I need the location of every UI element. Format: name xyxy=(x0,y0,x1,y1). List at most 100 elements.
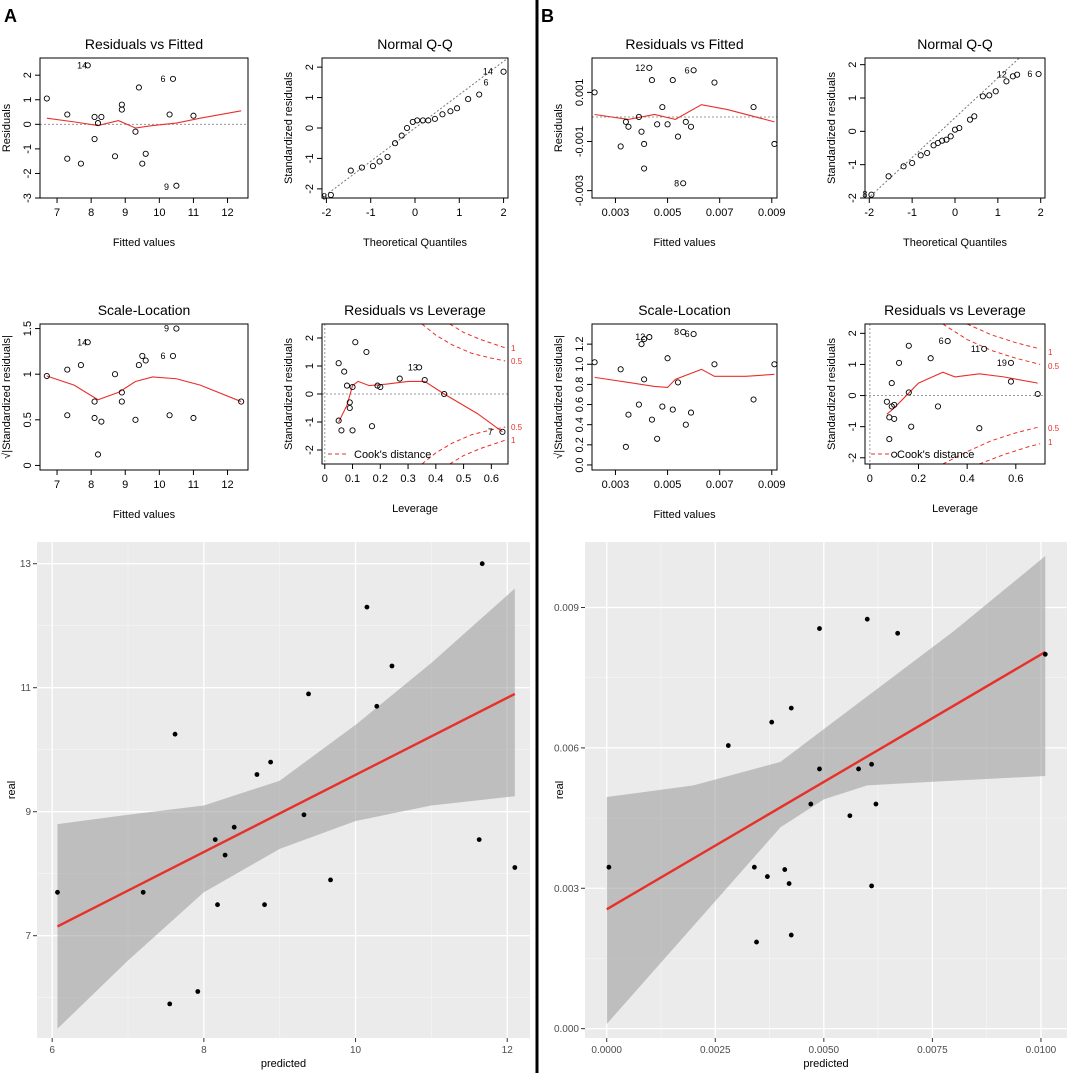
panel-b-letter: B xyxy=(541,6,554,26)
y-tick-label: 0 xyxy=(304,125,316,131)
data-point xyxy=(441,390,448,398)
x-tick-label: 0.007 xyxy=(706,207,734,219)
x-tick-label: 0.1 xyxy=(345,473,360,485)
data-point xyxy=(917,152,924,159)
x-axis-label: Fitted values xyxy=(113,509,176,521)
x-tick-label: 0 xyxy=(952,207,958,219)
data-point xyxy=(896,359,903,366)
x-tick-label: 0.6 xyxy=(1008,473,1023,485)
x-tick-label: 9 xyxy=(122,207,128,219)
data-point xyxy=(231,824,237,830)
y-tick-label: 1 xyxy=(847,361,859,367)
data-point xyxy=(64,155,71,162)
y-tick-label: 0.001 xyxy=(574,79,586,107)
y-tick-label: 0.5 xyxy=(22,412,34,427)
data-point xyxy=(341,368,348,375)
plot-title: Residuals vs Leverage xyxy=(884,302,1026,318)
data-point xyxy=(674,379,682,386)
plot-A_rvl: Residuals vs Leverage 13 7 1 0.5 0.5 1 Cook's d… xyxy=(283,302,523,515)
y-tick-label: -1 xyxy=(847,160,859,170)
x-tick-label: 11 xyxy=(188,207,199,219)
y-tick-label: 9 xyxy=(25,807,31,818)
data-point xyxy=(447,108,454,115)
plot-area xyxy=(43,62,242,189)
data-point xyxy=(682,118,689,125)
data-point xyxy=(788,705,794,711)
data-point xyxy=(669,77,676,84)
plot-title: Normal Q-Q xyxy=(917,36,993,52)
data-point xyxy=(864,616,870,622)
data-point xyxy=(142,150,149,157)
data-point xyxy=(425,117,432,124)
data-point xyxy=(414,117,421,124)
y-axis-label: Standardized residuals xyxy=(283,338,295,450)
plot-frame xyxy=(864,323,1046,465)
y-tick-label: -1 xyxy=(304,417,316,427)
data-point xyxy=(64,366,71,373)
y-tick-label: 0 xyxy=(22,121,34,127)
data-point xyxy=(944,338,951,345)
x-tick-label: 10 xyxy=(153,479,165,491)
data-point xyxy=(118,106,125,113)
data-point xyxy=(669,406,676,413)
point-label: 12 xyxy=(635,63,645,73)
data-point xyxy=(625,123,632,130)
panel-a-letter: A xyxy=(4,6,17,26)
x-tick-label: 0.005 xyxy=(654,479,682,491)
data-point xyxy=(439,111,446,118)
data-point xyxy=(976,425,983,432)
y-axis-label: √|Standardized residuals| xyxy=(1,335,13,459)
data-point xyxy=(924,149,931,157)
data-point xyxy=(646,334,653,341)
data-point xyxy=(1035,70,1042,78)
data-point xyxy=(347,167,354,174)
data-point xyxy=(476,91,483,98)
data-point xyxy=(1014,71,1021,78)
plot-frame xyxy=(39,57,249,199)
y-tick-label: 1 xyxy=(847,95,859,101)
data-point xyxy=(641,336,648,343)
y-tick-label: 0.009 xyxy=(554,603,579,614)
data-point xyxy=(212,837,218,842)
data-point xyxy=(751,864,757,870)
regression-line xyxy=(56,692,516,928)
data-point xyxy=(454,105,461,112)
y-tick-label: 2 xyxy=(847,62,859,68)
data-point xyxy=(215,902,220,908)
data-point xyxy=(238,398,245,405)
data-point xyxy=(641,140,648,148)
point-label: 13 xyxy=(408,362,418,372)
point-label: 6 xyxy=(483,77,488,87)
cooks-contour-label: 1 xyxy=(511,344,516,353)
data-point xyxy=(786,881,792,886)
data-point xyxy=(358,164,365,171)
data-point xyxy=(654,435,661,442)
point-label: 6 xyxy=(161,351,166,361)
x-tick-label: 1 xyxy=(995,207,1001,219)
data-point xyxy=(222,852,228,858)
plot-area xyxy=(867,58,1042,198)
data-point xyxy=(680,329,687,336)
data-point xyxy=(169,352,177,359)
data-point xyxy=(979,93,986,100)
smoother-line xyxy=(594,104,775,123)
point-label: 9 xyxy=(164,182,169,192)
data-point xyxy=(635,113,642,120)
data-point xyxy=(659,104,666,111)
data-point xyxy=(891,451,898,458)
cooks-distance-contour xyxy=(421,324,506,362)
data-point xyxy=(782,867,788,872)
data-point xyxy=(1034,390,1041,398)
x-tick-label: 0.4 xyxy=(428,473,443,485)
x-tick-label: 0.003 xyxy=(602,479,630,491)
data-point xyxy=(654,121,661,128)
data-point xyxy=(166,412,173,419)
data-point xyxy=(135,84,142,91)
data-point xyxy=(682,421,689,428)
data-point xyxy=(971,113,978,120)
x-tick-label: 0.3 xyxy=(400,473,415,485)
x-tick-label: 0.2 xyxy=(911,473,926,485)
data-point xyxy=(635,401,642,408)
data-point xyxy=(966,116,974,123)
